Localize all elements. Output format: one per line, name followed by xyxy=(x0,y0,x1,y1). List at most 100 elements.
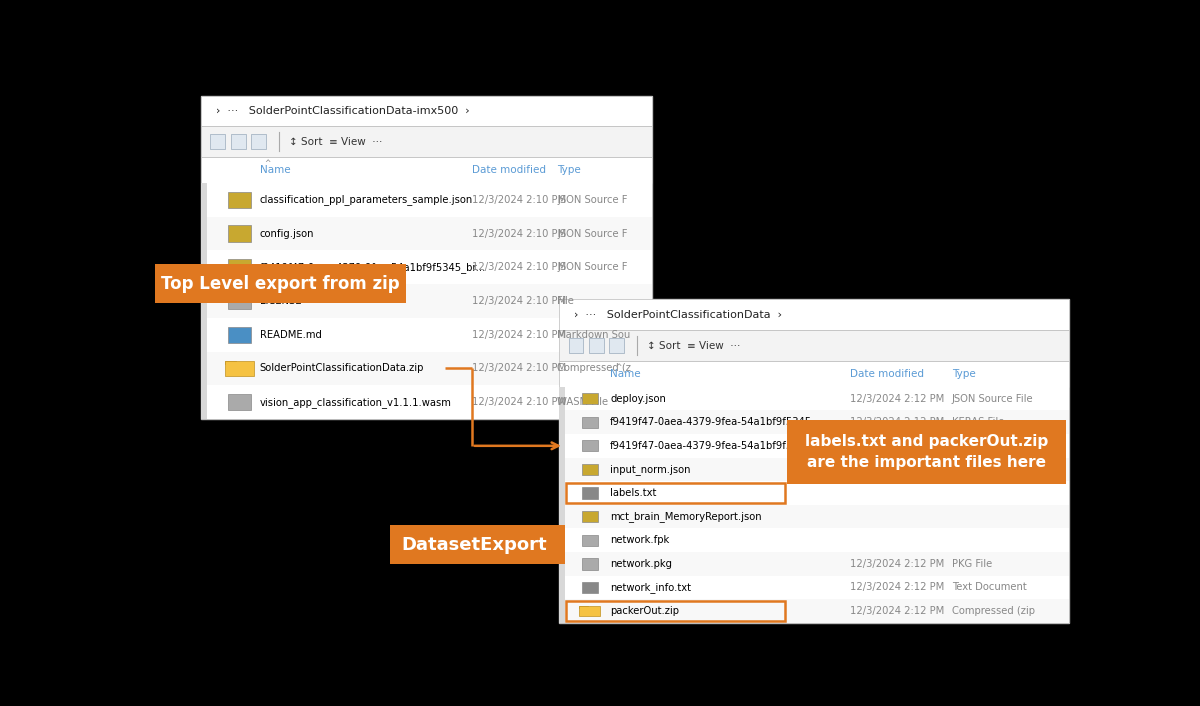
Text: mct_brain_MemoryReport.json: mct_brain_MemoryReport.json xyxy=(610,511,762,522)
FancyBboxPatch shape xyxy=(390,525,559,564)
FancyBboxPatch shape xyxy=(206,183,653,217)
FancyBboxPatch shape xyxy=(206,217,653,251)
FancyBboxPatch shape xyxy=(565,457,1069,481)
FancyBboxPatch shape xyxy=(228,394,251,410)
Text: SolderPointClassificationData.zip: SolderPointClassificationData.zip xyxy=(259,364,424,373)
Text: 12/3/2024 2:12 PM: 12/3/2024 2:12 PM xyxy=(850,606,944,616)
FancyBboxPatch shape xyxy=(582,393,598,405)
Text: 12/3/2024 2:12 PM: 12/3/2024 2:12 PM xyxy=(850,559,944,569)
FancyBboxPatch shape xyxy=(224,361,254,376)
Text: input_norm.json: input_norm.json xyxy=(610,464,691,475)
Text: 12/3/2024 2:12 PM: 12/3/2024 2:12 PM xyxy=(850,417,944,427)
FancyBboxPatch shape xyxy=(559,361,1069,387)
FancyBboxPatch shape xyxy=(582,487,598,498)
Text: 12/3/2024 2:10 PM: 12/3/2024 2:10 PM xyxy=(472,195,566,205)
FancyBboxPatch shape xyxy=(580,606,600,616)
Text: 12/3/2024 2:10 PM: 12/3/2024 2:10 PM xyxy=(472,262,566,273)
Text: labels.txt: labels.txt xyxy=(610,488,656,498)
Text: deploy.json: deploy.json xyxy=(610,393,666,404)
FancyBboxPatch shape xyxy=(582,464,598,475)
FancyBboxPatch shape xyxy=(230,134,246,149)
Text: f9419f47-0aea-4379-9fea-54a1bf9f5345-...: f9419f47-0aea-4379-9fea-54a1bf9f5345-... xyxy=(610,417,826,427)
Text: ^: ^ xyxy=(614,363,622,372)
FancyBboxPatch shape xyxy=(565,529,1069,552)
Text: f9419f47-0aea-4379-9fea-54a1bf9f5345_br...: f9419f47-0aea-4379-9fea-54a1bf9f5345_br.… xyxy=(259,262,486,273)
Text: Type: Type xyxy=(558,165,581,175)
Text: DatasetExport: DatasetExport xyxy=(402,536,547,554)
Text: JSON Source F: JSON Source F xyxy=(558,262,628,273)
Text: Date modified: Date modified xyxy=(472,165,546,175)
Text: Compressed (zip: Compressed (zip xyxy=(952,606,1034,616)
FancyBboxPatch shape xyxy=(565,434,1069,457)
Text: Type: Type xyxy=(952,369,976,379)
Text: ›  ···   SolderPointClassificationData  ›: › ··· SolderPointClassificationData › xyxy=(566,310,781,320)
FancyBboxPatch shape xyxy=(565,410,1069,434)
Text: ↕ Sort  ≡ View  ···: ↕ Sort ≡ View ··· xyxy=(647,340,740,351)
FancyBboxPatch shape xyxy=(155,264,406,304)
Text: network.pkg: network.pkg xyxy=(610,559,672,569)
Text: ^: ^ xyxy=(264,159,271,168)
FancyBboxPatch shape xyxy=(202,183,206,419)
FancyBboxPatch shape xyxy=(565,481,1069,505)
FancyBboxPatch shape xyxy=(202,95,653,419)
FancyBboxPatch shape xyxy=(559,330,1069,361)
Text: Name: Name xyxy=(259,165,290,175)
FancyBboxPatch shape xyxy=(202,157,653,183)
Text: 12/3/2024 2:10 PM: 12/3/2024 2:10 PM xyxy=(472,330,566,340)
FancyBboxPatch shape xyxy=(582,582,598,593)
Text: 12/3/2024 2:10 PM: 12/3/2024 2:10 PM xyxy=(472,229,566,239)
Text: JSON Source File: JSON Source File xyxy=(952,465,1033,474)
FancyBboxPatch shape xyxy=(202,95,653,126)
Text: 12/3/2024 2:12 PM: 12/3/2024 2:12 PM xyxy=(850,393,944,404)
FancyBboxPatch shape xyxy=(553,525,565,564)
FancyBboxPatch shape xyxy=(559,387,565,623)
Text: KERAS File: KERAS File xyxy=(952,417,1004,427)
FancyBboxPatch shape xyxy=(202,126,653,157)
FancyBboxPatch shape xyxy=(582,558,598,570)
Text: PKG File: PKG File xyxy=(952,559,992,569)
Text: 12/3/2024 2:12 PM: 12/3/2024 2:12 PM xyxy=(850,465,944,474)
FancyBboxPatch shape xyxy=(206,352,653,385)
Text: f9419f47-0aea-4379-9fea-54a1bf9f5345-...: f9419f47-0aea-4379-9fea-54a1bf9f5345-... xyxy=(610,441,826,451)
Text: config.json: config.json xyxy=(259,229,314,239)
FancyBboxPatch shape xyxy=(228,192,251,208)
Text: classification_ppl_parameters_sample.json: classification_ppl_parameters_sample.jso… xyxy=(259,194,473,205)
Text: LICENSE: LICENSE xyxy=(259,296,301,306)
FancyBboxPatch shape xyxy=(787,420,1066,484)
Text: network_info.txt: network_info.txt xyxy=(610,582,691,593)
FancyBboxPatch shape xyxy=(206,318,653,352)
FancyBboxPatch shape xyxy=(565,575,1069,599)
FancyBboxPatch shape xyxy=(206,251,653,284)
FancyBboxPatch shape xyxy=(565,599,1069,623)
FancyBboxPatch shape xyxy=(251,134,266,149)
Text: ↕ Sort  ≡ View  ···: ↕ Sort ≡ View ··· xyxy=(288,137,382,147)
Text: JSON Source F: JSON Source F xyxy=(558,229,628,239)
FancyBboxPatch shape xyxy=(559,299,1069,623)
Text: Text Document: Text Document xyxy=(952,582,1026,592)
Text: Compressed (z: Compressed (z xyxy=(558,364,631,373)
FancyBboxPatch shape xyxy=(582,534,598,546)
FancyBboxPatch shape xyxy=(565,552,1069,575)
Text: ›  ···   SolderPointClassificationData-imx500  ›: › ··· SolderPointClassificationData-imx5… xyxy=(209,106,469,116)
Text: JSON Source File: JSON Source File xyxy=(952,393,1033,404)
Text: TFLITE File: TFLITE File xyxy=(952,441,1004,451)
FancyBboxPatch shape xyxy=(210,134,226,149)
FancyBboxPatch shape xyxy=(224,361,236,364)
FancyBboxPatch shape xyxy=(589,338,604,353)
FancyBboxPatch shape xyxy=(206,385,653,419)
Text: Name: Name xyxy=(610,369,641,379)
FancyBboxPatch shape xyxy=(582,511,598,522)
Text: Date modified: Date modified xyxy=(850,369,924,379)
FancyBboxPatch shape xyxy=(559,299,1069,330)
Text: vision_app_classification_v1.1.1.wasm: vision_app_classification_v1.1.1.wasm xyxy=(259,397,451,407)
Text: File: File xyxy=(558,296,575,306)
FancyBboxPatch shape xyxy=(610,338,624,353)
FancyBboxPatch shape xyxy=(582,440,598,451)
FancyBboxPatch shape xyxy=(206,284,653,318)
Text: Markdown Sou: Markdown Sou xyxy=(558,330,631,340)
Text: WASM File: WASM File xyxy=(558,397,608,407)
FancyBboxPatch shape xyxy=(228,327,251,343)
Text: 12/3/2024 2:10 PM: 12/3/2024 2:10 PM xyxy=(472,296,566,306)
FancyBboxPatch shape xyxy=(569,338,583,353)
FancyBboxPatch shape xyxy=(565,505,1069,529)
